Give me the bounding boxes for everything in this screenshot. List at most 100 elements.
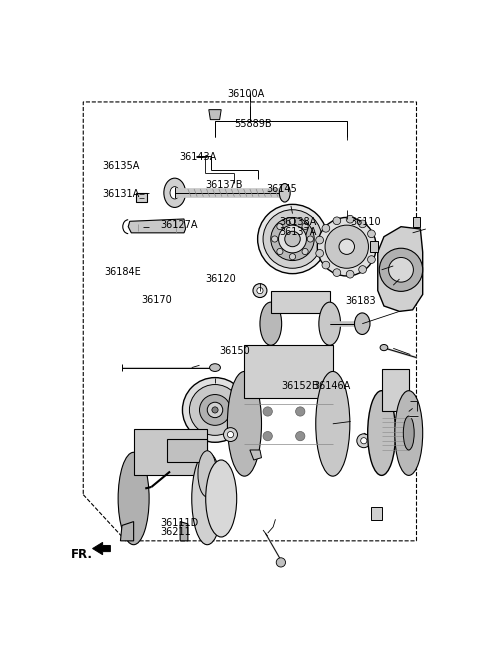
Ellipse shape [170,187,180,199]
Polygon shape [250,450,262,460]
Ellipse shape [260,302,282,346]
Ellipse shape [296,432,305,441]
Polygon shape [209,110,221,120]
Ellipse shape [210,364,220,371]
Polygon shape [378,227,423,311]
Text: 36183: 36183 [346,296,376,306]
Text: 36137B: 36137B [205,180,242,190]
Text: 36111D: 36111D [160,518,199,528]
Text: 36184E: 36184E [104,267,141,277]
Text: FR.: FR. [71,548,93,561]
Text: 36146A: 36146A [313,382,350,392]
Ellipse shape [333,269,341,277]
Ellipse shape [322,261,330,269]
Ellipse shape [316,237,324,244]
Ellipse shape [118,452,149,545]
Ellipse shape [360,438,367,444]
Polygon shape [120,522,133,541]
Ellipse shape [258,204,327,274]
Ellipse shape [224,428,238,442]
Ellipse shape [285,231,300,246]
Polygon shape [93,543,110,555]
Ellipse shape [263,432,272,441]
Bar [382,369,409,411]
Polygon shape [136,193,147,202]
Ellipse shape [192,452,223,545]
Ellipse shape [359,265,366,273]
Text: 36120: 36120 [205,274,236,284]
Text: 36150: 36150 [219,346,250,356]
Text: 36110: 36110 [350,217,381,227]
Ellipse shape [302,248,308,255]
Text: 36170: 36170 [141,296,172,306]
Ellipse shape [346,215,354,223]
Text: 36211: 36211 [160,527,191,537]
Text: 36143A: 36143A [179,152,216,162]
Ellipse shape [289,218,296,225]
Ellipse shape [164,178,186,208]
Ellipse shape [277,223,283,229]
Ellipse shape [296,407,305,416]
Ellipse shape [371,243,379,250]
Bar [271,291,330,313]
Ellipse shape [359,220,366,228]
Ellipse shape [316,371,350,476]
Ellipse shape [257,288,263,294]
Bar [244,346,333,397]
Ellipse shape [395,391,423,476]
Ellipse shape [390,282,396,288]
Ellipse shape [325,225,369,268]
Ellipse shape [278,225,306,253]
Ellipse shape [289,254,296,260]
Text: 55889B: 55889B [235,120,272,129]
Ellipse shape [307,236,313,242]
Ellipse shape [317,217,376,276]
Ellipse shape [379,248,423,291]
Polygon shape [180,522,188,541]
Ellipse shape [322,225,330,232]
Ellipse shape [319,302,340,346]
Ellipse shape [403,416,414,450]
Ellipse shape [346,271,354,278]
Polygon shape [370,240,378,252]
Text: 36127A: 36127A [160,219,198,229]
Bar [371,507,382,520]
Ellipse shape [386,279,400,292]
Text: 36138A: 36138A [279,217,317,227]
Ellipse shape [277,248,283,255]
Ellipse shape [263,407,272,416]
Ellipse shape [355,313,370,334]
Text: 36145: 36145 [266,184,297,194]
Text: 36131A: 36131A [103,189,140,198]
Ellipse shape [253,284,267,298]
Ellipse shape [368,256,375,263]
Bar [133,429,207,476]
Text: 36100A: 36100A [228,89,264,99]
Ellipse shape [389,258,413,282]
Ellipse shape [357,434,371,447]
Polygon shape [413,217,420,227]
Ellipse shape [316,250,324,257]
Bar [167,439,207,463]
Ellipse shape [279,183,290,202]
Ellipse shape [302,223,308,229]
Ellipse shape [228,432,234,438]
Text: 36137A: 36137A [279,227,317,237]
Ellipse shape [276,558,286,567]
Ellipse shape [182,378,248,442]
Ellipse shape [228,371,262,476]
Ellipse shape [207,402,223,418]
Ellipse shape [368,391,396,476]
Ellipse shape [368,230,375,238]
Ellipse shape [272,236,278,242]
Ellipse shape [333,217,341,225]
Ellipse shape [339,239,355,254]
Text: 36135A: 36135A [103,161,140,171]
Text: 36152B: 36152B [281,382,319,392]
Ellipse shape [380,344,388,351]
Ellipse shape [206,460,237,537]
Ellipse shape [190,384,240,436]
Ellipse shape [212,407,218,413]
Ellipse shape [200,395,230,425]
Ellipse shape [263,210,322,268]
